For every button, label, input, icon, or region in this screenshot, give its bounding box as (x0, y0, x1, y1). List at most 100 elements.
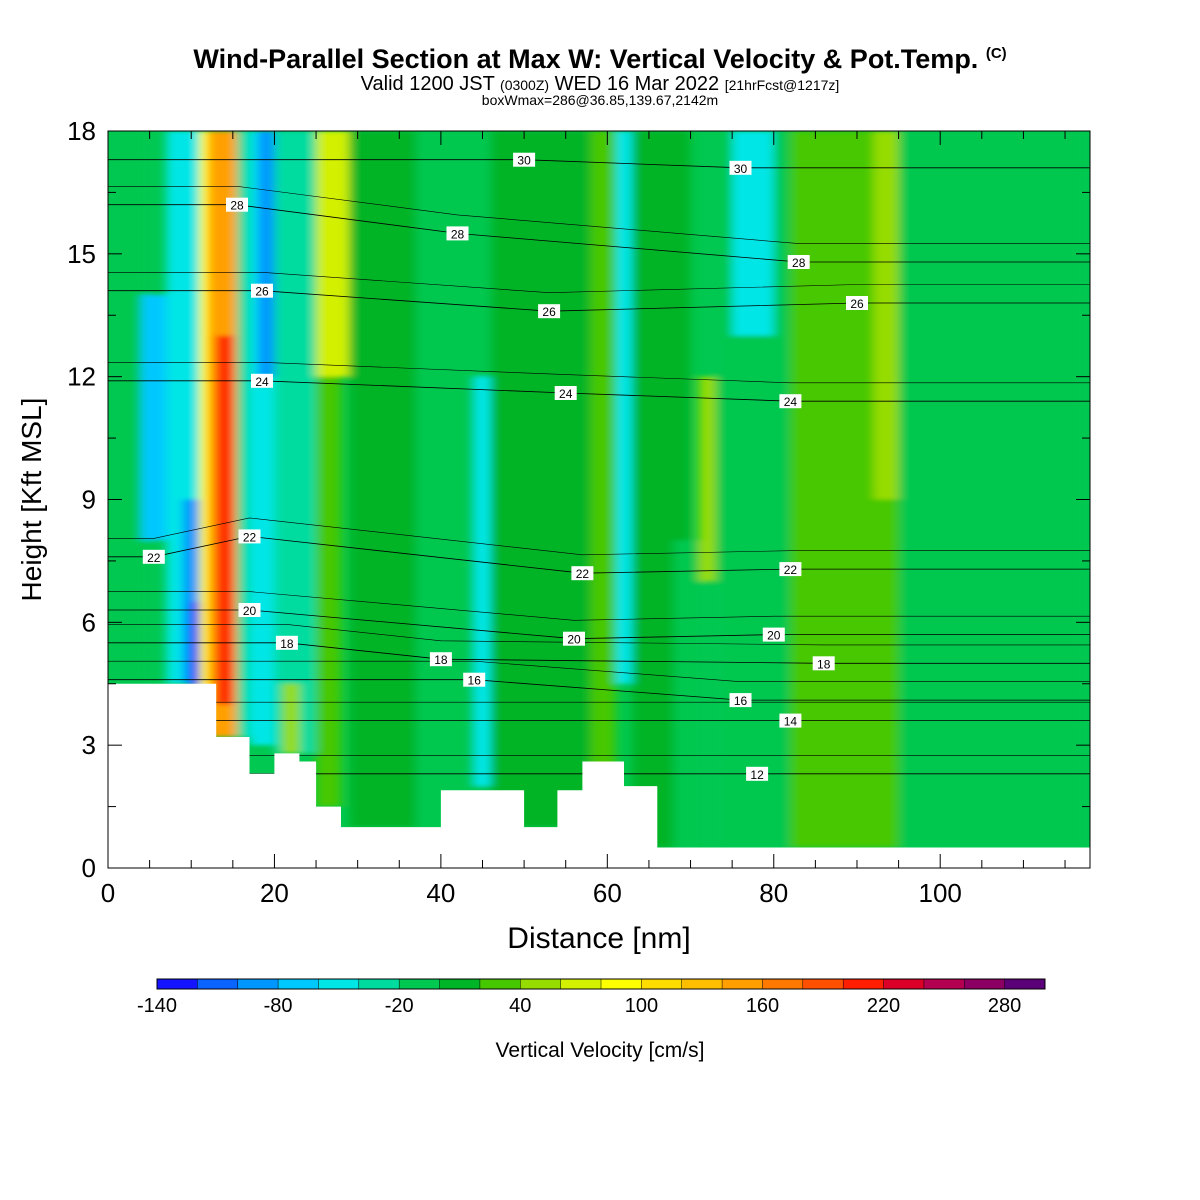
y-tick-label: 6 (82, 607, 96, 637)
theta-contour-label-text: 22 (243, 530, 257, 544)
theta-contour-line (108, 186, 1090, 244)
theta-contour-label-box (275, 635, 298, 650)
theta-contour-line (108, 624, 1090, 646)
colorbar-swatch (479, 979, 521, 989)
theta-contour-label-box (846, 296, 868, 310)
theta-contour-line (108, 517, 1090, 556)
theta-contour-label: 24 (779, 394, 802, 409)
theta-contour-label-box (787, 255, 810, 269)
theta-contour-label-text: 24 (255, 375, 269, 389)
theta-contour-label-box (779, 562, 802, 577)
colorbar-tick-label: -20 (385, 995, 414, 1017)
terrain-mask (108, 683, 1090, 868)
y-tick-label: 12 (67, 362, 96, 392)
colorbar-swatch (318, 979, 360, 989)
chart-subtitle: Valid 1200 JST (0300Z) WED 16 Mar 2022 [… (360, 73, 840, 95)
colorbar-swatch (601, 979, 642, 989)
theta-contour-label: 28 (446, 226, 469, 241)
theta-contour-label-box (571, 566, 594, 581)
velocity-band (257, 131, 275, 377)
theta-contour-label-text: 26 (255, 285, 269, 299)
colorbar-swatch (923, 979, 965, 989)
theta-contour-label-text: 18 (434, 653, 448, 667)
theta-contour-label-text: 14 (784, 715, 798, 729)
theta-contour-label-box (538, 304, 561, 319)
theta-contour-label: 16 (463, 672, 486, 688)
theta-contour-label: 30 (729, 160, 752, 176)
theta-contour-label-text: 24 (559, 387, 573, 401)
y-tick-label: 9 (82, 485, 96, 515)
theta-contour-label: 18 (429, 652, 452, 667)
x-axis-label: Distance [nm] (507, 922, 690, 955)
theta-contour-line (108, 679, 1090, 701)
theta-contour-label-text: 20 (767, 629, 781, 643)
chart-title: Wind-Parallel Section at Max W: Vertical… (193, 44, 1007, 74)
x-tick-label: 100 (919, 878, 962, 908)
theta-contour-label-text: 22 (784, 563, 798, 577)
x-tick-label: 0 (101, 878, 115, 908)
colorbar-tick-label: 280 (988, 995, 1021, 1017)
theta-contour-label: 28 (787, 255, 810, 270)
theta-contour-label: 28 (226, 197, 248, 213)
theta-contour-label-text: 30 (517, 154, 531, 168)
contour-labels: 30 30 28 28 28 26 26 26 24 24 24 22 22 22 22 20 20 20 18 18… (142, 152, 868, 782)
velocity-band (615, 131, 633, 684)
y-tick-label: 0 (82, 853, 96, 883)
theta-contour-label-text: 20 (567, 633, 581, 647)
colorbar-swatch (1004, 979, 1046, 989)
velocity-band (590, 131, 616, 787)
velocity-band (216, 335, 233, 705)
y-tick-label: 15 (67, 239, 96, 269)
theta-contour-label: 12 (746, 766, 769, 782)
theta-contour-label-box (729, 693, 752, 708)
theta-contour-label-text: 22 (576, 567, 590, 581)
velocity-band (349, 131, 416, 828)
theta-contour-label-text: 22 (147, 551, 161, 565)
theta-contour-label: 20 (238, 603, 261, 618)
theta-contour-label: 20 (563, 631, 585, 647)
theta-contour-label-text: 16 (468, 674, 482, 688)
colorbar-swatch (237, 979, 279, 989)
theta-contour-label-box (779, 713, 802, 728)
velocity-band (282, 683, 300, 754)
colorbar-swatch (157, 979, 198, 989)
colorbar-tick-label: -80 (264, 995, 293, 1017)
x-tick-label: 80 (759, 878, 788, 908)
theta-contour-line (108, 660, 1090, 682)
velocity-band (236, 131, 250, 737)
velocity-band (274, 131, 317, 754)
velocity-band (698, 376, 716, 582)
colorbar-swatch (641, 979, 683, 989)
theta-contour-label-box (142, 549, 165, 564)
theta-contour-label: 22 (779, 562, 802, 577)
colorbar-swatch (560, 979, 602, 989)
colorbar-title: Vertical Velocity [cm/s] (496, 1039, 705, 1062)
theta-contour-label-text: 16 (734, 694, 748, 708)
x-tick-label: 40 (426, 878, 455, 908)
y-tick-label: 3 (82, 730, 96, 760)
theta-contour-label-text: 18 (817, 657, 831, 671)
theta-contour-line (108, 159, 1090, 169)
copyright-mark: (C) (985, 45, 1007, 62)
theta-contour-label: 20 (762, 627, 785, 643)
theta-contour-label-box (463, 672, 486, 687)
colorbar-swatch (722, 979, 763, 989)
theta-contour-label: 26 (251, 283, 273, 299)
colorbar-tick-label: 100 (625, 995, 658, 1017)
theta-contour-label: 14 (779, 713, 802, 729)
colorbar-swatch (520, 979, 561, 989)
velocity-band (873, 131, 899, 500)
colorbar-tick-label: -140 (137, 995, 177, 1017)
theta-contour-label-text: 30 (734, 162, 748, 176)
theta-contour-label-text: 26 (850, 297, 864, 311)
theta-contour-label: 18 (275, 635, 298, 651)
theta-contour-label: 18 (812, 656, 835, 671)
x-tick-label: 20 (260, 878, 289, 908)
theta-contour-label: 24 (251, 373, 273, 389)
y-axis-label: Height [Kft MSL] (16, 398, 47, 602)
theta-contour-label-text: 28 (230, 199, 244, 213)
theta-contour-label: 16 (729, 693, 752, 708)
theta-contour-label-box (251, 283, 273, 298)
theta-contour-label-text: 24 (784, 395, 798, 409)
colorbar-swatch (197, 979, 239, 989)
